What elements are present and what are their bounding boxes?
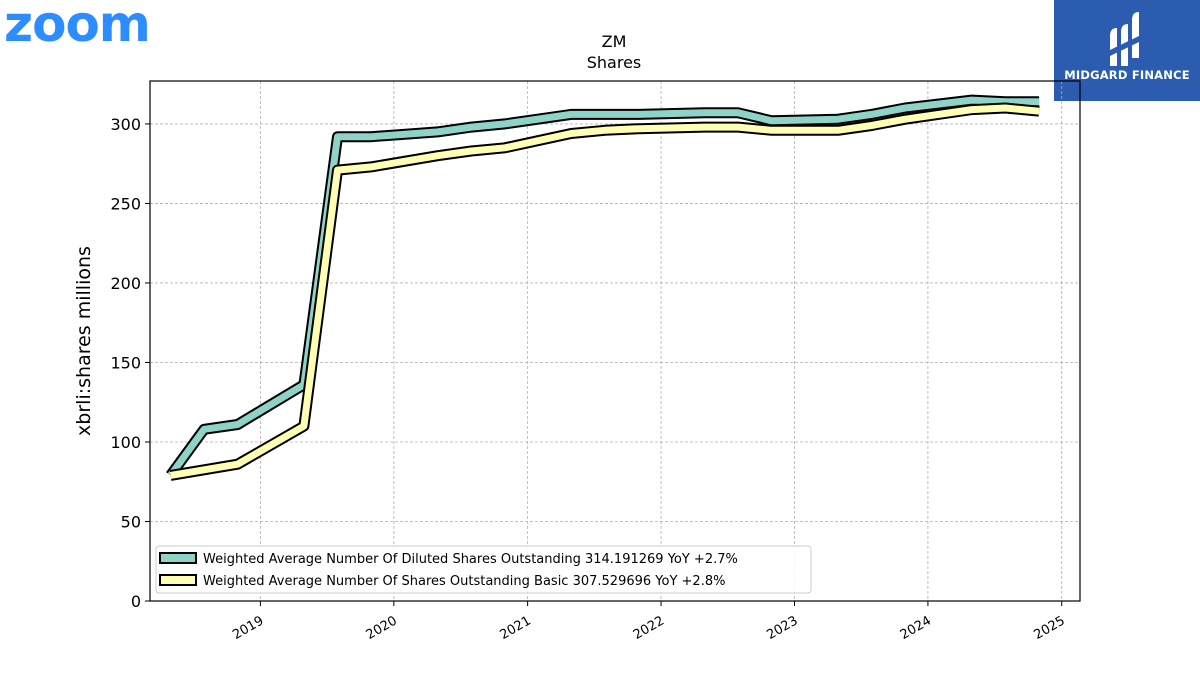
legend: Weighted Average Number Of Diluted Share… [155,545,812,594]
zoom-logo-text: zoom [4,0,151,53]
x-tick-label: 2022 [631,613,667,643]
y-tick-label: 50 [121,512,141,531]
legend-label: Weighted Average Number Of Shares Outsta… [203,574,725,589]
y-tick-label: 0 [131,592,141,611]
chart-title: ZM [602,32,627,51]
legend-label: Weighted Average Number Of Diluted Share… [203,552,738,567]
y-axis-label: xbrli:shares millions [73,246,95,436]
midgard-finance-logo: MIDGARD FINANCE [1054,0,1200,101]
y-tick-label: 150 [110,353,141,372]
legend-swatch [159,574,197,586]
x-tick-label: 2020 [364,613,400,643]
midgard-logo-mark-icon [1110,12,1139,66]
y-tick-label: 200 [110,274,141,293]
series-2-outline [169,102,1040,481]
x-tick-label: 2025 [1032,613,1068,643]
series-2-line [169,104,1040,479]
x-tick-label: 2024 [898,613,934,643]
x-tick-label: 2021 [497,613,533,643]
y-tick-label: 300 [110,115,141,134]
plot-frame [149,80,1081,602]
legend-swatch [159,552,197,564]
y-tick-label: 100 [110,433,141,452]
x-tick-label: 2019 [230,613,266,643]
midgard-logo-name: MIDGARD FINANCE [1064,68,1190,82]
legend-box [155,545,812,594]
chart-subtitle: Shares [587,53,642,72]
series-lines [166,94,1040,481]
zoom-logo: zoom [4,0,151,49]
y-tick-label: 250 [110,194,141,213]
grid-lines [150,81,1080,602]
x-tick-label: 2023 [764,613,800,643]
